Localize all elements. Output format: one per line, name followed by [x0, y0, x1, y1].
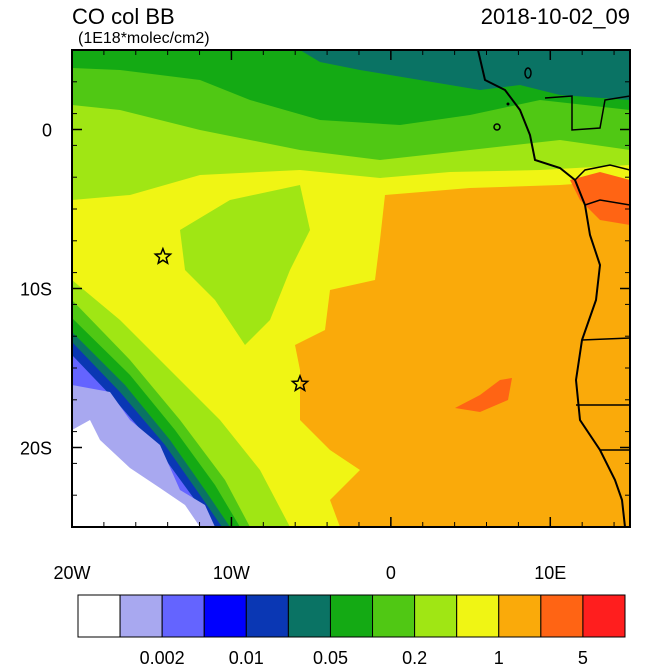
- colorbar-box: [287, 594, 331, 638]
- colorbar-box: [77, 594, 121, 638]
- colorbar-box: [245, 594, 289, 638]
- colorbar-box: [372, 594, 416, 638]
- island: [493, 123, 501, 131]
- markers: [153, 246, 310, 393]
- x-tick-label: 20W: [53, 563, 90, 583]
- colorbar-box: [329, 594, 374, 638]
- colorbar-box: [414, 594, 458, 638]
- colorbar-box: [161, 594, 205, 638]
- y-tick-label: 10S: [20, 280, 52, 300]
- star-marker: [290, 373, 310, 393]
- date-label: 2018-10-02_09: [481, 4, 630, 29]
- colorbar-label: 0.05: [313, 648, 348, 667]
- field-fill: [570, 172, 630, 225]
- star-marker: [153, 246, 173, 265]
- colorbar-label: 5: [578, 648, 588, 667]
- x-tick-label: 10W: [213, 563, 250, 583]
- axes: 20W 10W 0 10E 0 10S 20S: [20, 49, 630, 583]
- y-tick-label: 20S: [20, 439, 52, 459]
- title: CO col BB: [72, 4, 175, 29]
- field-fill: [180, 185, 310, 345]
- colorbar-box: [582, 594, 626, 638]
- field: [72, 50, 630, 527]
- colorbar-box: [203, 594, 247, 638]
- colorbar-label: 0.2: [402, 648, 427, 667]
- colorbar-box: [540, 594, 584, 638]
- y-tick-label: 0: [42, 121, 52, 141]
- colorbar-box: [119, 594, 163, 638]
- colorbar-box: [456, 594, 500, 638]
- subtitle: (1E18*molec/cm2): [78, 30, 210, 47]
- island: [506, 102, 510, 106]
- field-fill: [455, 378, 512, 412]
- colorbar-label: 0.01: [229, 648, 264, 667]
- colorbar-label: 0.002: [140, 648, 185, 667]
- colorbar-box: [498, 594, 542, 638]
- x-tick-label: 10E: [534, 563, 566, 583]
- field-fill: [295, 180, 630, 527]
- colorbar-label: 1: [494, 648, 504, 667]
- field-fill: [300, 50, 630, 100]
- x-tick-label: 0: [386, 563, 396, 583]
- field-fill: [72, 420, 200, 527]
- colorbar: 0.002 0.01 0.05 0.2 1 5: [77, 594, 626, 668]
- border: [544, 95, 630, 451]
- island: [524, 67, 532, 79]
